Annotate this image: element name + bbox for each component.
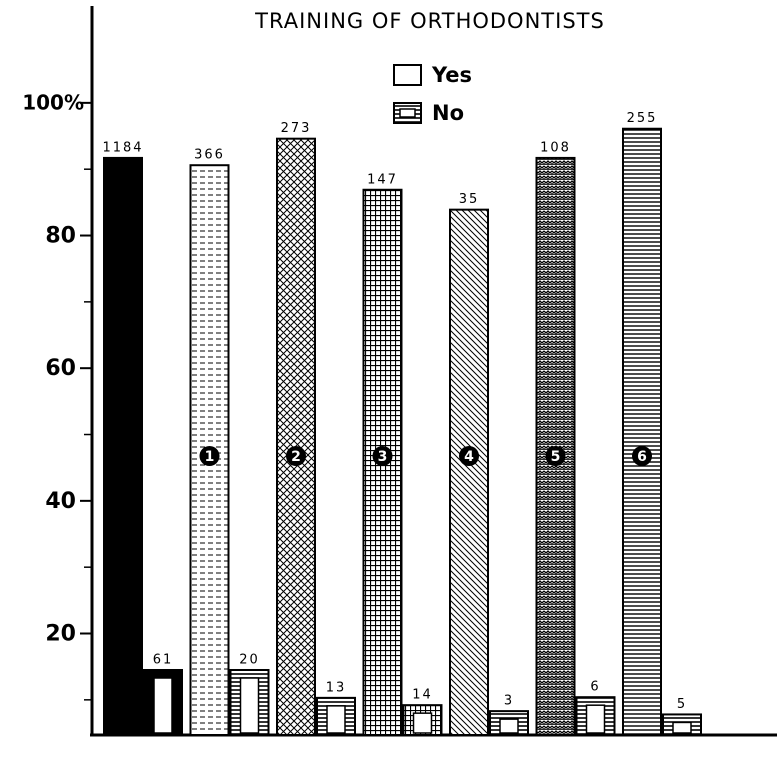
y-tick-label: 20 (45, 622, 76, 647)
category-marker (372, 446, 393, 466)
y-tick-label: 40 (45, 489, 76, 514)
bar-inner (412, 712, 433, 734)
category-label: 3 (378, 449, 388, 465)
y-tick-label: 100% (22, 90, 84, 114)
category-label: 5 (551, 449, 561, 465)
bar (276, 137, 316, 737)
legend-label: Yes (431, 63, 472, 87)
bar-inner (239, 677, 260, 734)
data-label: 3 (504, 694, 514, 709)
category-label: 4 (464, 449, 474, 465)
data-label: 61 (153, 652, 174, 667)
data-label: 366 (194, 148, 225, 163)
category-label: 1 (205, 449, 215, 465)
legend: Yes No (393, 63, 472, 125)
category-marker (199, 446, 220, 466)
data-label: 14 (412, 688, 433, 703)
data-label: 13 (326, 680, 347, 695)
y-tick-label: 80 (45, 224, 76, 249)
data-label: 5 (677, 697, 687, 712)
bar (622, 127, 662, 736)
bar (103, 156, 143, 736)
category-marker (632, 446, 652, 466)
bar (449, 208, 489, 736)
bar-inner (499, 718, 519, 734)
category-marker (545, 446, 566, 466)
chart-title: TRAINING OF ORTHODONTISTS (254, 9, 605, 33)
legend-swatch (393, 64, 422, 86)
category-marker (286, 446, 306, 466)
category-label: 6 (637, 449, 647, 465)
category-label: 2 (291, 449, 301, 465)
data-label: 20 (239, 652, 260, 667)
bar-inner (585, 704, 606, 734)
legend-label: No (432, 101, 464, 125)
bar-inner (672, 721, 692, 734)
data-label: 147 (367, 172, 398, 187)
legend-swatch-inner (399, 108, 416, 118)
y-tick-label: 60 (45, 356, 76, 381)
category-marker (459, 446, 479, 466)
data-label: 35 (459, 192, 480, 207)
data-label: 6 (590, 680, 600, 695)
data-label: 1184 (102, 140, 143, 155)
bar-inner (326, 705, 346, 734)
bar-inner (153, 677, 173, 734)
data-label: 255 (627, 111, 658, 126)
data-label: 273 (281, 121, 312, 136)
data-label: 108 (540, 140, 571, 155)
